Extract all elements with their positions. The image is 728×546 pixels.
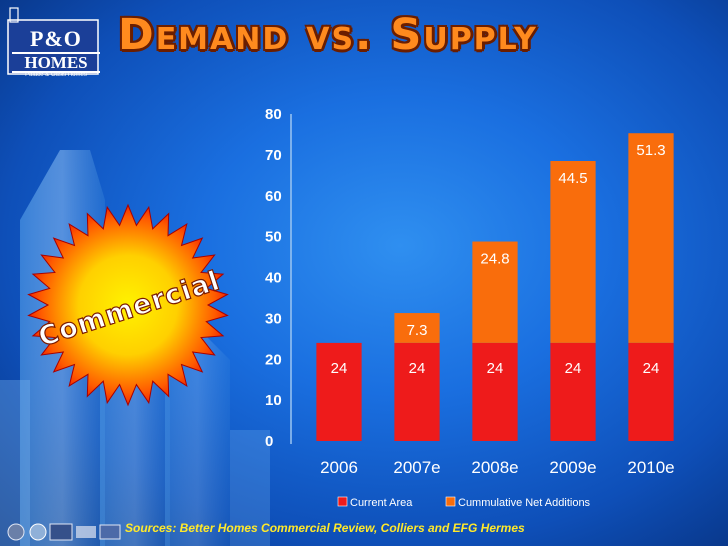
data-label: 24 — [487, 360, 504, 377]
legend-swatch — [445, 496, 456, 507]
x-tick-label: 2010e — [627, 458, 674, 477]
bar-current-area — [550, 342, 596, 441]
logo-frame-icon — [7, 7, 99, 75]
y-tick-label: 10 — [265, 392, 282, 409]
bar-current-area — [472, 342, 518, 441]
y-tick-label: 60 — [265, 188, 282, 205]
y-tick-label: 50 — [265, 229, 282, 246]
source-note: Sources: Better Homes Commercial Review,… — [125, 521, 525, 535]
bar-cumulative-net-additions — [628, 133, 674, 343]
bar-cumulative-net-additions — [394, 313, 440, 343]
legend-label: Cummulative Net Additions — [458, 497, 591, 509]
logo-tagline: Palace & Oasis Homes — [25, 72, 87, 78]
bar-current-area — [316, 342, 362, 441]
data-label: 24.8 — [480, 251, 509, 268]
partner-brand-icon — [76, 526, 96, 538]
partner-logo-icon — [49, 523, 73, 541]
slide-title: Demand vs. Supply — [118, 10, 538, 60]
bar-cumulative-net-additions — [550, 161, 596, 343]
y-tick-label: 30 — [265, 310, 282, 327]
y-tick-label: 70 — [265, 147, 282, 164]
partner-logos — [7, 523, 121, 541]
data-label: 51.3 — [636, 142, 665, 159]
data-label: 24 — [643, 360, 660, 377]
y-tick-label: 20 — [265, 351, 282, 368]
data-label: 44.5 — [558, 170, 587, 187]
x-tick-label: 2008e — [471, 458, 518, 477]
bar-cumulative-net-additions — [472, 241, 518, 343]
legend-label: Current Area — [350, 497, 413, 509]
starburst-icon — [27, 203, 229, 407]
bar-current-area — [394, 342, 440, 441]
bar-current-area — [628, 342, 674, 441]
y-tick-label: 0 — [265, 433, 273, 450]
logo-title: P&O — [30, 26, 82, 51]
x-tick-label: 2009e — [549, 458, 596, 477]
data-label: 24 — [331, 360, 348, 377]
y-tick-label: 80 — [265, 106, 282, 123]
company-logo: P&O HOMES Palace & Oasis Homes — [4, 6, 102, 78]
data-label: 7.3 — [407, 322, 428, 339]
data-label: 24 — [565, 360, 582, 377]
logo-subtitle: HOMES — [12, 52, 100, 73]
partner-emblem-icon — [29, 523, 47, 541]
partner-mark-icon — [99, 524, 121, 540]
data-label: 24 — [409, 360, 426, 377]
x-tick-label: 2007e — [393, 458, 440, 477]
x-tick-label: 2006 — [320, 458, 358, 477]
legend-swatch — [337, 496, 348, 507]
y-tick-label: 40 — [265, 270, 282, 287]
partner-seal-icon — [7, 523, 25, 541]
